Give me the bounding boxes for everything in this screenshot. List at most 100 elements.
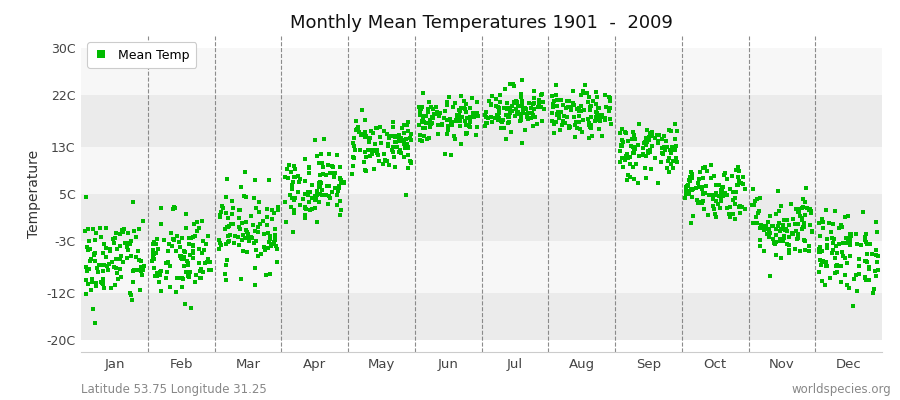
- Mean Temp: [684, 219, 698, 226]
- Mean Temp: [566, 102, 580, 108]
- Mean Temp: [126, 278, 140, 285]
- Mean Temp: [854, 242, 868, 248]
- Mean Temp: [445, 118, 459, 125]
- Mean Temp: [844, 233, 859, 240]
- Mean Temp: [843, 236, 858, 242]
- Mean Temp: [418, 120, 433, 126]
- Mean Temp: [135, 218, 149, 224]
- Text: Latitude 53.75 Longitude 31.25: Latitude 53.75 Longitude 31.25: [81, 383, 266, 396]
- Mean Temp: [757, 248, 771, 254]
- Mean Temp: [292, 176, 307, 183]
- Mean Temp: [328, 185, 342, 192]
- Mean Temp: [828, 270, 842, 276]
- Mean Temp: [621, 154, 635, 161]
- Mean Temp: [392, 148, 407, 155]
- Mean Temp: [397, 153, 411, 160]
- Mean Temp: [413, 106, 428, 112]
- Mean Temp: [581, 94, 596, 100]
- Mean Temp: [483, 102, 498, 108]
- Mean Temp: [253, 221, 267, 228]
- Mean Temp: [195, 250, 210, 256]
- Mean Temp: [158, 274, 173, 281]
- Mean Temp: [510, 109, 525, 115]
- Mean Temp: [323, 169, 338, 176]
- Mean Temp: [560, 113, 574, 120]
- Mean Temp: [708, 214, 723, 220]
- Mean Temp: [803, 222, 817, 228]
- Mean Temp: [841, 212, 855, 219]
- Mean Temp: [844, 230, 859, 237]
- Mean Temp: [181, 273, 195, 280]
- Mean Temp: [322, 151, 337, 158]
- Mean Temp: [660, 144, 674, 150]
- Mean Temp: [537, 106, 552, 112]
- Mean Temp: [724, 214, 738, 221]
- Mean Temp: [491, 104, 505, 110]
- Mean Temp: [238, 227, 253, 233]
- Mean Temp: [582, 135, 597, 141]
- Mean Temp: [367, 166, 382, 172]
- Mean Temp: [479, 114, 493, 120]
- Mean Temp: [692, 198, 706, 205]
- Mean Temp: [310, 153, 324, 159]
- Mean Temp: [706, 196, 721, 202]
- Mean Temp: [504, 128, 518, 135]
- Mean Temp: [146, 241, 160, 248]
- Mean Temp: [546, 121, 561, 127]
- Mean Temp: [838, 272, 852, 278]
- Mean Temp: [386, 133, 400, 140]
- Mean Temp: [454, 141, 468, 148]
- Mean Temp: [499, 112, 513, 118]
- Mean Temp: [829, 262, 843, 269]
- Mean Temp: [505, 108, 519, 115]
- Mean Temp: [248, 282, 263, 288]
- Mean Temp: [104, 285, 118, 292]
- Mean Temp: [598, 92, 612, 99]
- Mean Temp: [457, 105, 472, 112]
- Mean Temp: [195, 218, 210, 224]
- Mean Temp: [416, 125, 430, 131]
- Mean Temp: [562, 124, 577, 130]
- Mean Temp: [805, 229, 819, 235]
- Mean Temp: [567, 134, 581, 140]
- Mean Temp: [679, 188, 693, 194]
- Mean Temp: [526, 94, 541, 101]
- Mean Temp: [602, 94, 616, 100]
- Mean Temp: [325, 163, 339, 169]
- Mean Temp: [248, 238, 263, 245]
- Mean Temp: [483, 114, 498, 120]
- Mean Temp: [824, 275, 838, 281]
- Mean Temp: [428, 104, 443, 110]
- Mean Temp: [842, 285, 856, 291]
- Mean Temp: [842, 253, 857, 260]
- Mean Temp: [500, 106, 515, 112]
- Mean Temp: [81, 226, 95, 232]
- Mean Temp: [613, 147, 627, 154]
- Mean Temp: [757, 223, 771, 229]
- Mean Temp: [738, 186, 752, 193]
- Mean Temp: [706, 206, 721, 212]
- Mean Temp: [629, 161, 643, 168]
- Mean Temp: [110, 270, 124, 276]
- Mean Temp: [639, 153, 653, 159]
- Mean Temp: [113, 265, 128, 272]
- Mean Temp: [174, 254, 188, 261]
- Mean Temp: [312, 180, 327, 186]
- Mean Temp: [183, 252, 197, 258]
- Mean Temp: [256, 218, 270, 224]
- Mean Temp: [549, 82, 563, 88]
- Text: worldspecies.org: worldspecies.org: [791, 383, 891, 396]
- Mean Temp: [503, 105, 517, 112]
- Mean Temp: [545, 101, 560, 107]
- Mean Temp: [325, 170, 339, 176]
- Mean Temp: [298, 214, 312, 221]
- Mean Temp: [557, 120, 572, 126]
- Mean Temp: [802, 206, 816, 213]
- Mean Temp: [715, 193, 729, 199]
- Mean Temp: [329, 152, 344, 159]
- Mean Temp: [635, 151, 650, 157]
- Mean Temp: [185, 250, 200, 256]
- Mean Temp: [161, 259, 176, 265]
- Mean Temp: [311, 184, 326, 190]
- Mean Temp: [782, 242, 796, 248]
